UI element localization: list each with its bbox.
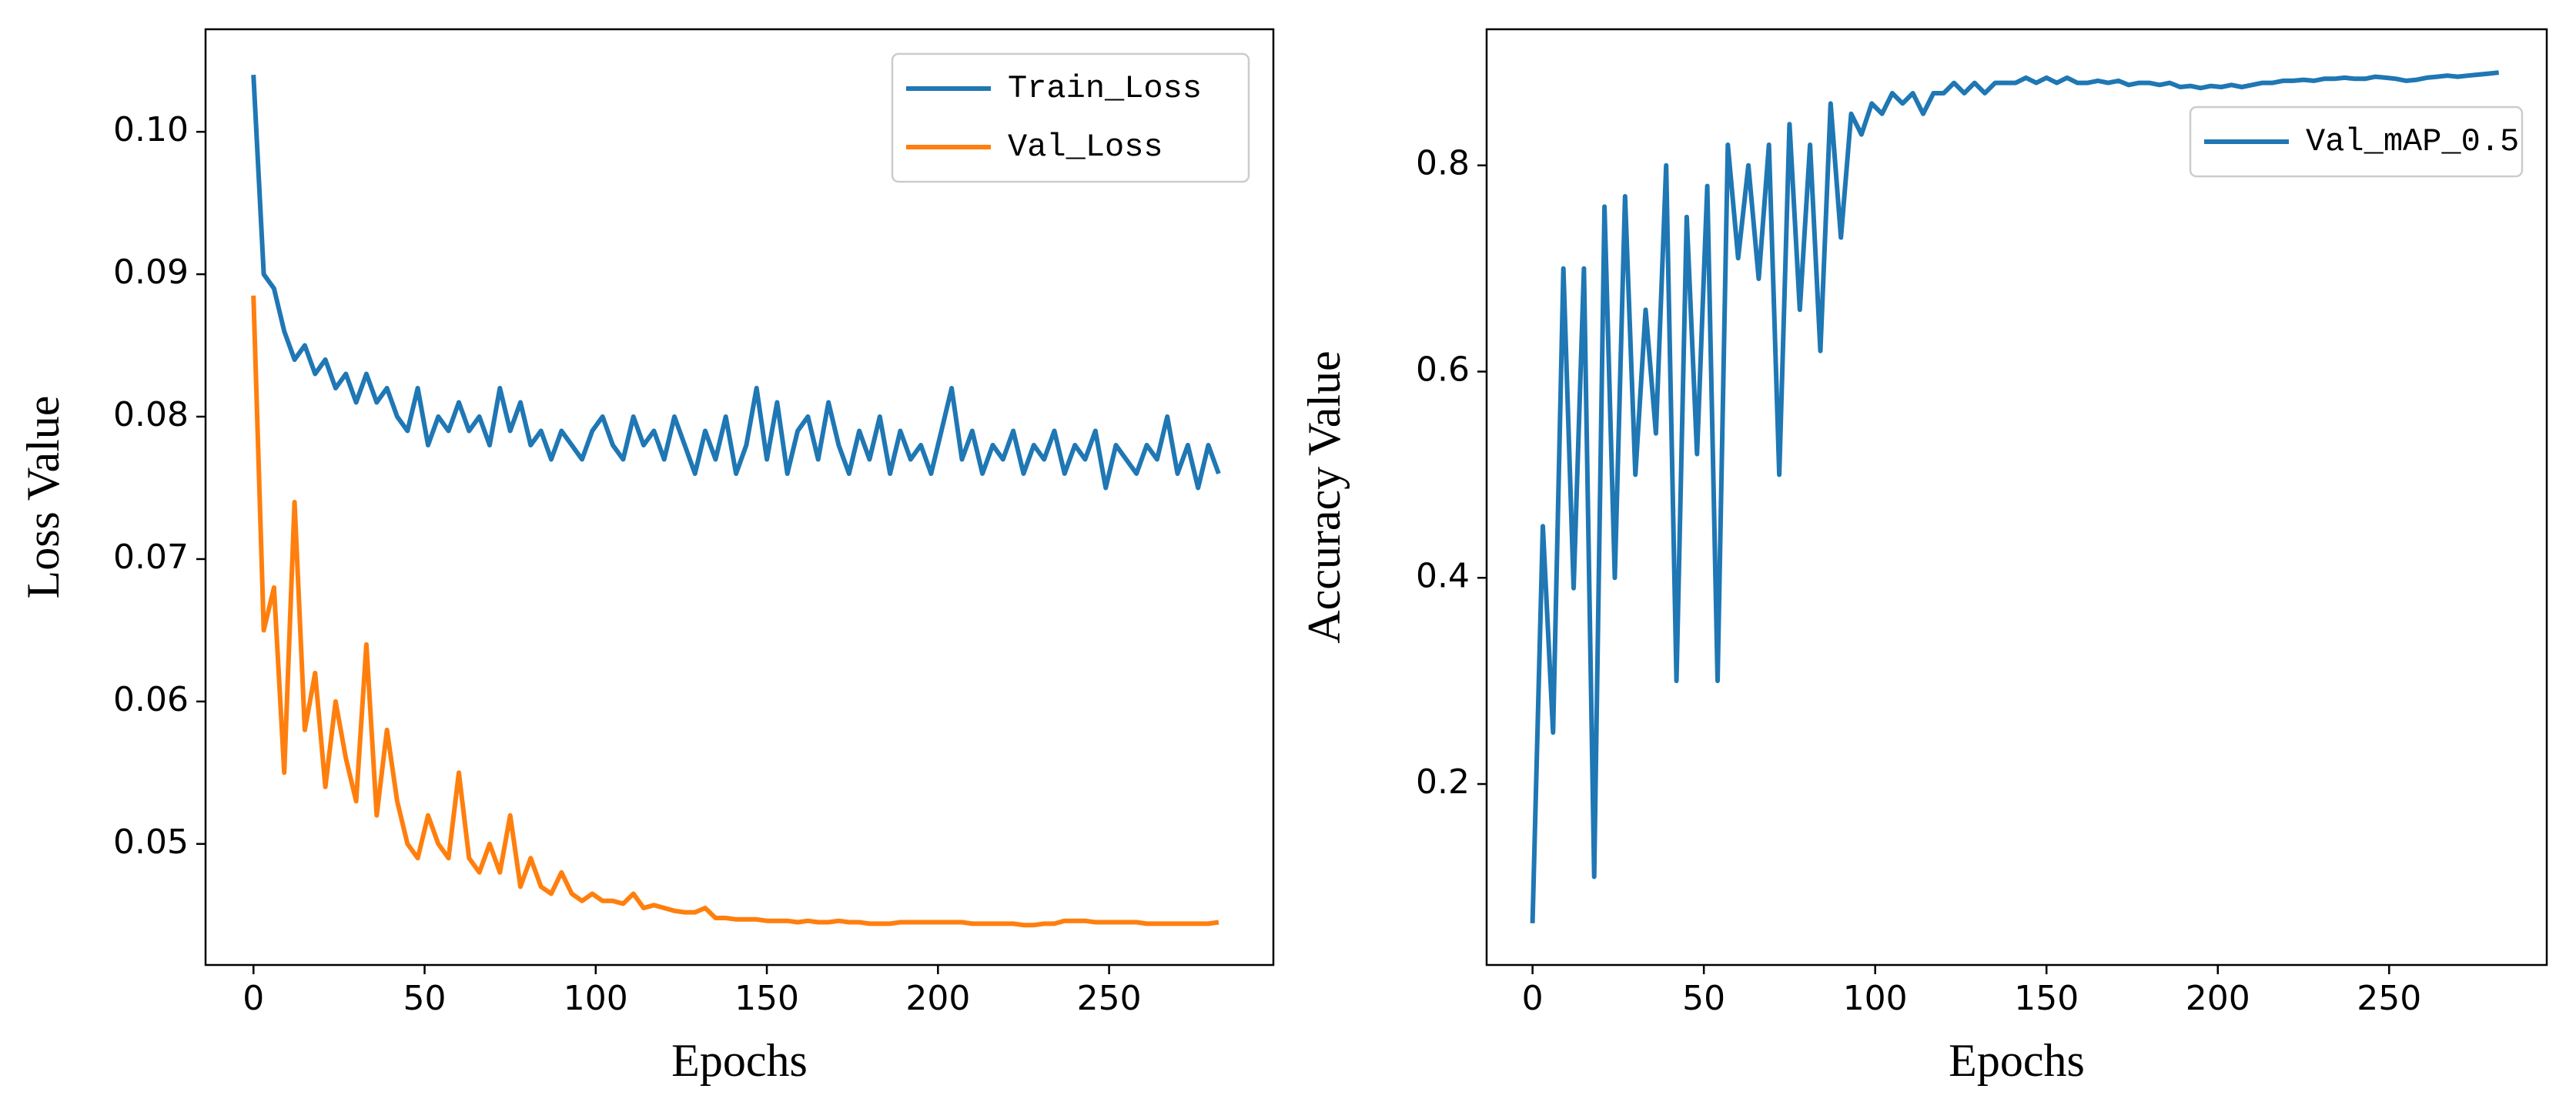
legend-box xyxy=(2189,106,2524,178)
legend-label: Val_Loss xyxy=(1008,129,1163,166)
x-tick-label: 250 xyxy=(1077,979,1142,1018)
x-tick-label: 0 xyxy=(243,979,264,1018)
line-series xyxy=(251,295,1219,928)
legend-label: Train_Loss xyxy=(1008,70,1202,107)
y-tick-label: 0.07 xyxy=(113,538,189,577)
x-tick-label: 100 xyxy=(1843,979,1908,1018)
x-axis-label: Epochs xyxy=(671,1035,808,1086)
subplot: 0 50 100 150 200 250 0.05 0.06 0.07 0.08 0.09 0.10 E… xyxy=(18,28,1275,1086)
x-tick-label: 200 xyxy=(905,979,970,1018)
line-series xyxy=(251,75,1221,491)
x-tick-label: 250 xyxy=(2357,979,2421,1018)
x-tick-label: 50 xyxy=(1682,979,1725,1018)
subplot: 0 50 100 150 200 250 0.2 0.4 0.6 0.8 Epochs Accurac… xyxy=(1299,28,2548,1086)
x-tick-label: 200 xyxy=(2186,979,2250,1018)
y-tick-label: 0.05 xyxy=(113,822,189,862)
y-axis-label: Accuracy Value xyxy=(1299,350,1350,643)
axes-frame xyxy=(1485,28,2548,967)
y-tick-label: 0.8 xyxy=(1416,144,1470,183)
x-axis-label: Epochs xyxy=(1949,1035,2085,1086)
axes-frame xyxy=(204,28,1275,967)
y-tick-label: 0.2 xyxy=(1416,762,1470,802)
y-tick-label: 0.09 xyxy=(113,253,189,292)
x-tick-label: 100 xyxy=(564,979,628,1018)
y-tick-label: 0.6 xyxy=(1416,350,1470,389)
y-tick-label: 0.08 xyxy=(113,395,189,434)
x-tick-label: 50 xyxy=(403,979,447,1018)
x-tick-label: 150 xyxy=(734,979,799,1018)
x-tick-label: 0 xyxy=(1522,979,1544,1018)
y-tick-label: 0.10 xyxy=(113,110,189,149)
y-axis-label: Loss Value xyxy=(18,396,69,599)
legend-label: Val_mAP_0.5 xyxy=(2306,123,2519,160)
x-tick-label: 150 xyxy=(2014,979,2079,1018)
legend-box xyxy=(891,52,1250,183)
y-tick-label: 0.06 xyxy=(113,680,189,719)
line-series xyxy=(1530,70,2500,923)
y-tick-label: 0.4 xyxy=(1416,556,1470,595)
